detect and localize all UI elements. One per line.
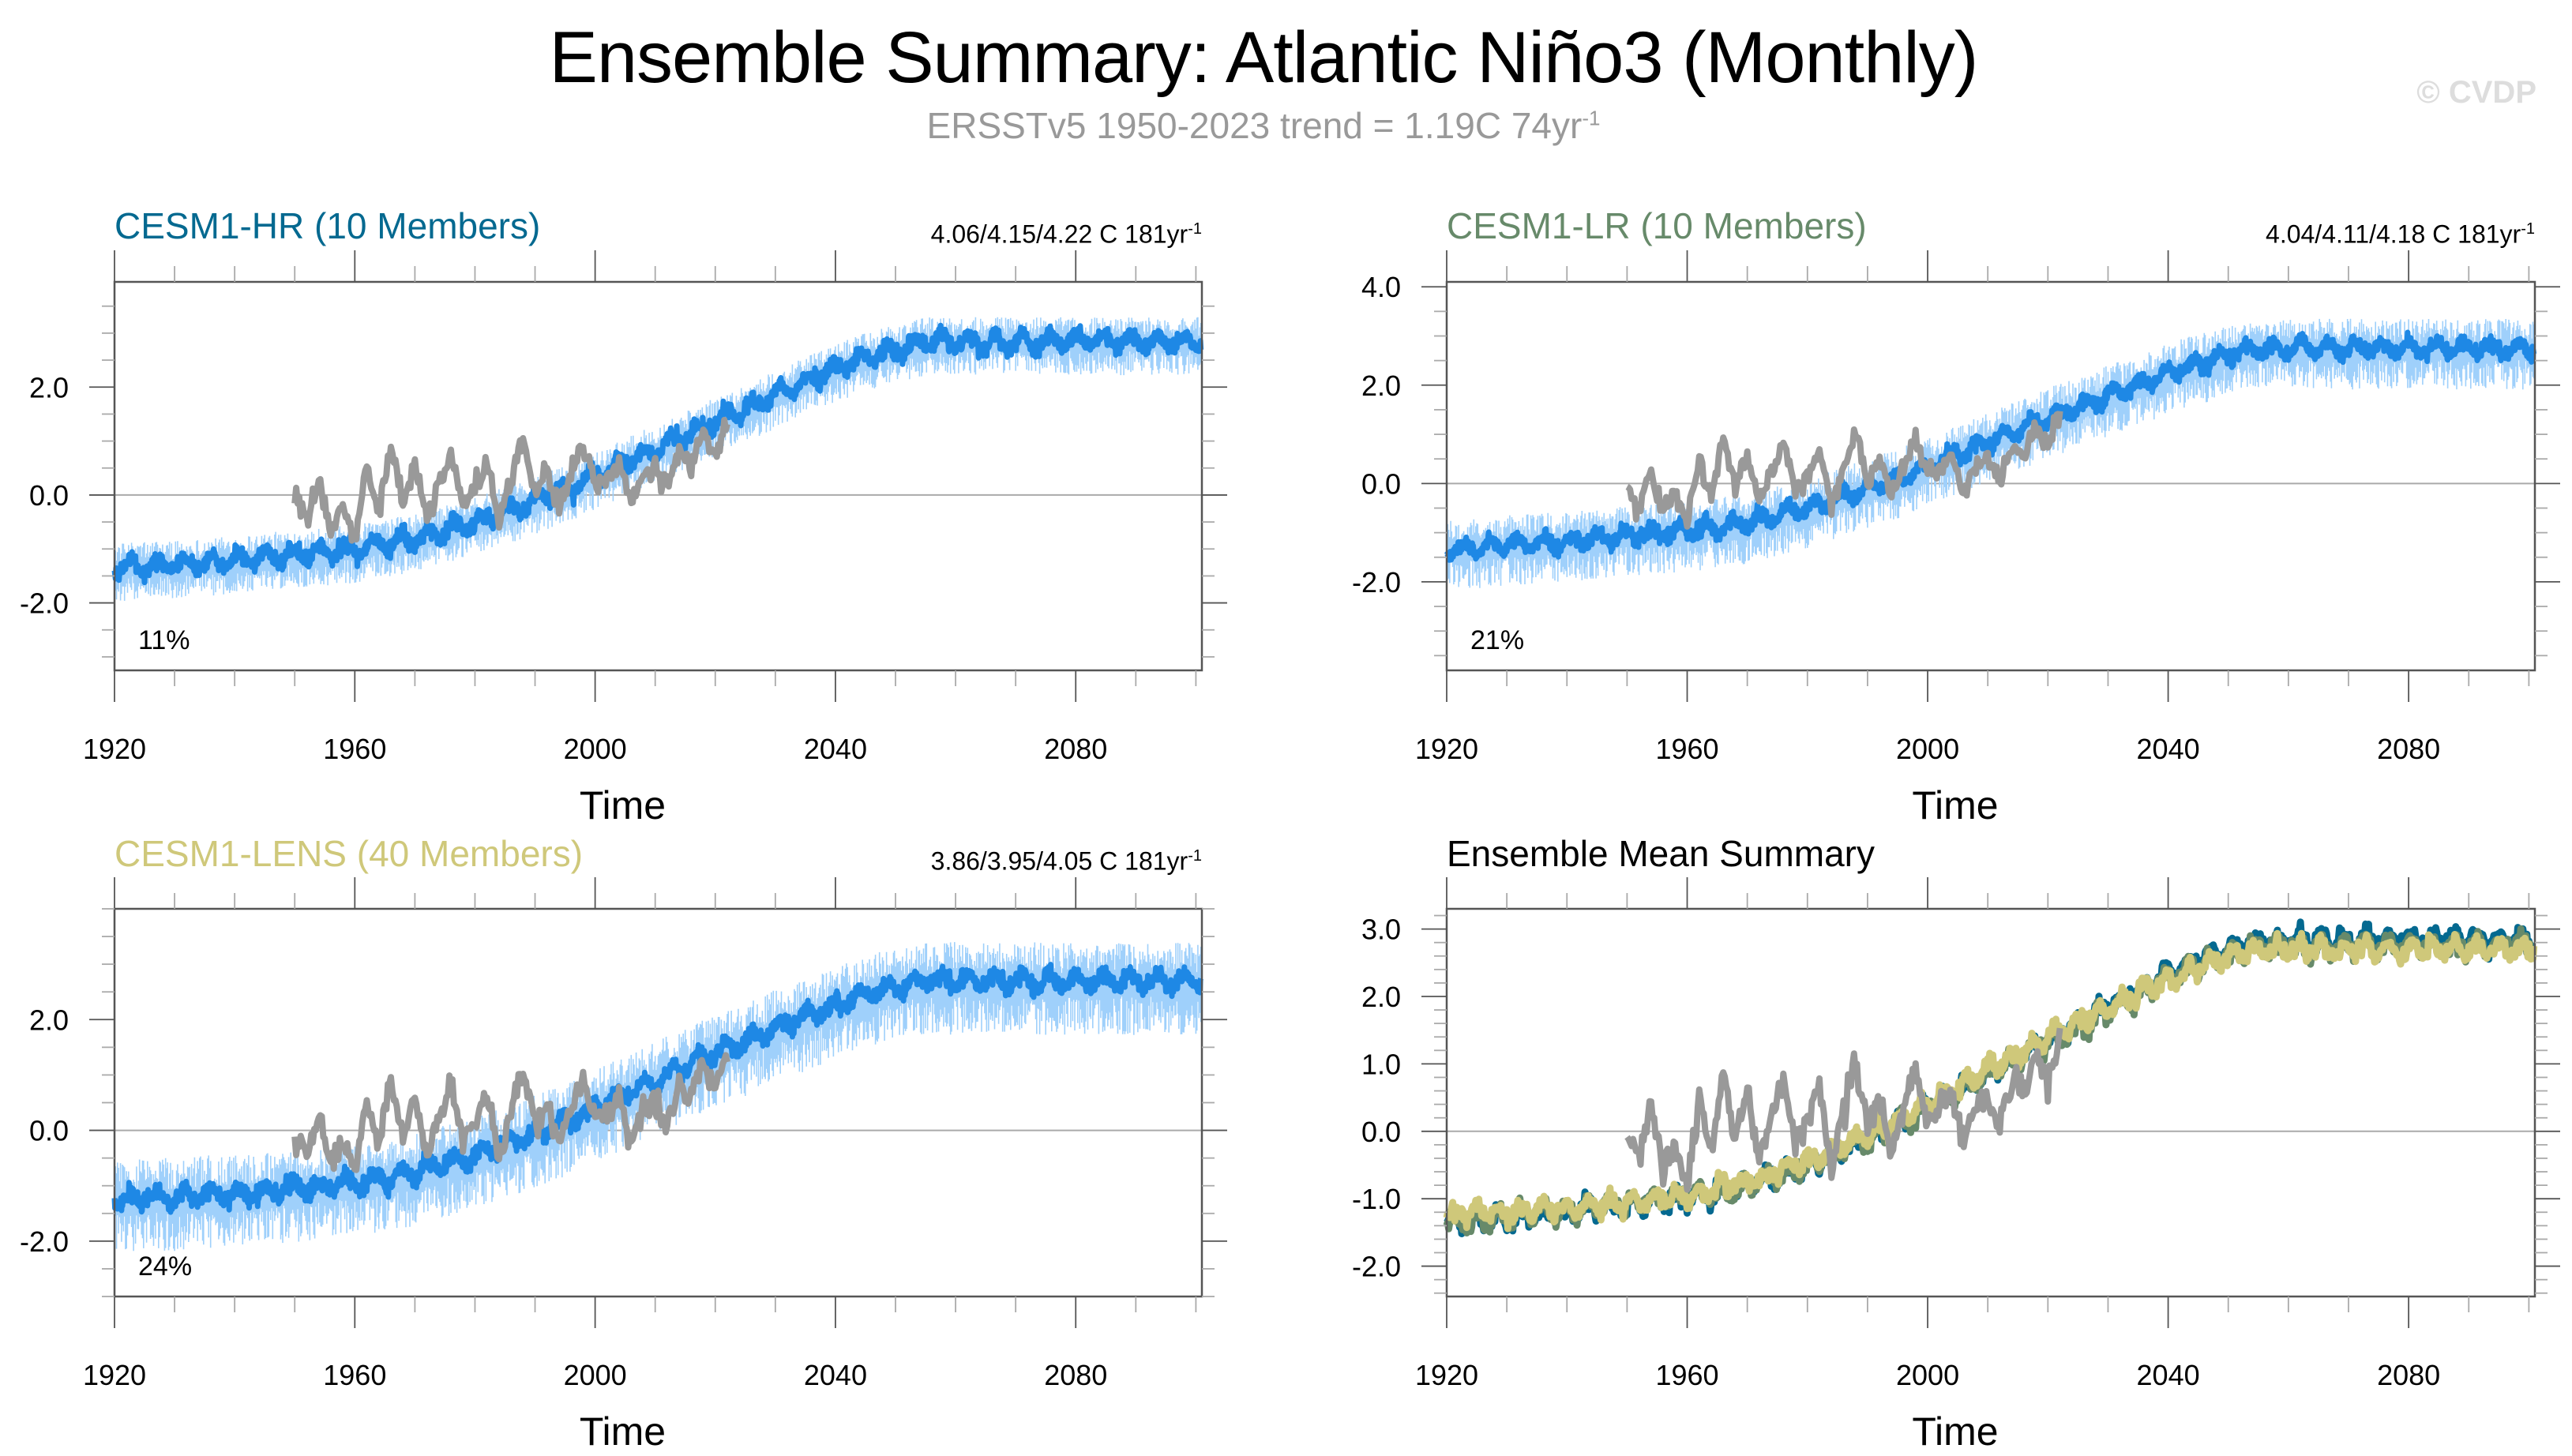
- y-tick-label: 2.0: [29, 1004, 69, 1036]
- x-tick-label: 2080: [2377, 733, 2440, 765]
- observations-line: [1624, 1027, 2063, 1193]
- panel-trend-hr: 4.06/4.15/4.22 C 181yr-1: [931, 213, 1202, 250]
- y-tick-label: 2.0: [29, 371, 69, 403]
- x-tick-label: 2000: [564, 1359, 627, 1391]
- x-tick-label: 1920: [1415, 1359, 1478, 1391]
- y-tick-label: 0.0: [1361, 1116, 1401, 1148]
- x-tick-label: 2000: [1896, 733, 1959, 765]
- plot-frame: [113, 280, 1203, 672]
- y-tick-label: 1.0: [1361, 1048, 1401, 1080]
- panel-hr: 1920 1960 2000 2040 2080 Time -2.0 0.0 2.0 11%: [20, 250, 1227, 827]
- plot-frame: [1445, 907, 2536, 1298]
- x-tick-label: 2040: [2137, 733, 2200, 765]
- trend-sup: -1: [2521, 220, 2535, 238]
- x-tick-label: 1960: [1655, 1359, 1718, 1391]
- x-tick-label: 2000: [1896, 1359, 1959, 1391]
- panel-trend-lr: 4.04/4.11/4.18 C 181yr-1: [2266, 213, 2535, 250]
- trend-sup: -1: [1188, 220, 1202, 238]
- x-axis-label: Time: [580, 1409, 666, 1454]
- x-tick-label: 1960: [1655, 733, 1718, 765]
- subtitle-superscript: -1: [1582, 106, 1601, 130]
- x-axis-label: Time: [1912, 1409, 1998, 1454]
- trend-text: 3.86/3.95/4.05 C 181yr: [930, 846, 1188, 876]
- percent-annotation: 24%: [138, 1251, 192, 1282]
- series-group: [1444, 318, 2537, 588]
- panel-trend-lens: 3.86/3.95/4.05 C 181yr-1: [931, 840, 1202, 877]
- y-tick-label: -1.0: [1352, 1183, 1401, 1215]
- panel-title-hr: CESM1-HR (10 Members): [115, 205, 541, 246]
- observations-line: [291, 416, 730, 544]
- ensemble-mean-line: [111, 962, 1203, 1215]
- x-tick-label: 1960: [323, 733, 386, 765]
- y-tick-label: 0.0: [29, 1115, 69, 1147]
- model-mean-line-lens: [1443, 929, 2538, 1233]
- x-tick-label: 1920: [83, 733, 146, 765]
- figure-title: Ensemble Summary: Atlantic Niño3 (Monthl…: [549, 17, 1979, 98]
- panel-title-lens: CESM1-LENS (40 Members): [115, 833, 584, 874]
- y-tick-label: 3.0: [1361, 914, 1401, 946]
- series-group: [1443, 918, 2538, 1237]
- x-tick-label: 2040: [2137, 1359, 2200, 1391]
- x-tick-label: 2040: [804, 733, 867, 765]
- x-axis-label: Time: [580, 783, 666, 827]
- trend-sup: -1: [1188, 847, 1202, 865]
- panel-lr: 1920 1960 2000 2040 2080 Time -2.0 0.0 2.0 4.0 21%: [1352, 250, 2560, 827]
- y-tick-label: -2.0: [1352, 566, 1401, 599]
- series-group: [111, 942, 1203, 1251]
- y-tick-label: -2.0: [1352, 1251, 1401, 1283]
- trend-text: 4.04/4.11/4.18 C 181yr: [2266, 220, 2521, 249]
- observations-line: [1625, 411, 2063, 530]
- x-tick-label: 1920: [1415, 733, 1478, 765]
- panel-title-summary: Ensemble Mean Summary: [1447, 833, 1875, 874]
- subtitle-text: ERSSTv5 1950-2023 trend = 1.19C 74yr: [926, 105, 1583, 146]
- observations-line: [291, 1052, 730, 1173]
- x-tick-label: 2080: [1044, 1359, 1107, 1391]
- ensemble-mean-line: [1444, 329, 2537, 563]
- panel-title-lr: CESM1-LR (10 Members): [1447, 205, 1867, 246]
- x-axis-label: Time: [1912, 783, 1998, 827]
- x-tick-label: 2000: [564, 733, 627, 765]
- x-tick-label: 1960: [323, 1359, 386, 1391]
- y-tick-label: 2.0: [1361, 370, 1401, 402]
- y-tick-label: 2.0: [1361, 981, 1401, 1013]
- y-tick-label: 4.0: [1361, 271, 1401, 303]
- series-group: [111, 317, 1204, 601]
- panel-summary: 1920 1960 2000 2040 2080 Time -2.0 -1.0 0.0 1.0 2.…: [1352, 877, 2560, 1454]
- copyright-watermark: © CVDP: [2416, 75, 2536, 110]
- x-tick-label: 1920: [83, 1359, 146, 1391]
- trend-text: 4.06/4.15/4.22 C 181yr: [930, 220, 1188, 249]
- percent-annotation: 11%: [138, 625, 190, 655]
- plot-frame: [1445, 280, 2536, 672]
- percent-annotation: 21%: [1470, 625, 1524, 655]
- figure-subtitle: ERSSTv5 1950-2023 trend = 1.19C 74yr-1: [0, 104, 2527, 147]
- y-tick-label: -2.0: [20, 1225, 69, 1258]
- y-tick-label: 0.0: [1361, 467, 1401, 500]
- x-tick-label: 2040: [804, 1359, 867, 1391]
- x-tick-label: 2080: [2377, 1359, 2440, 1391]
- panel-lens: 1920 1960 2000 2040 2080 Time -2.0 0.0 2.0 24%: [20, 877, 1227, 1454]
- y-tick-label: 0.0: [29, 479, 69, 512]
- y-tick-label: -2.0: [20, 587, 69, 620]
- x-tick-label: 2080: [1044, 733, 1107, 765]
